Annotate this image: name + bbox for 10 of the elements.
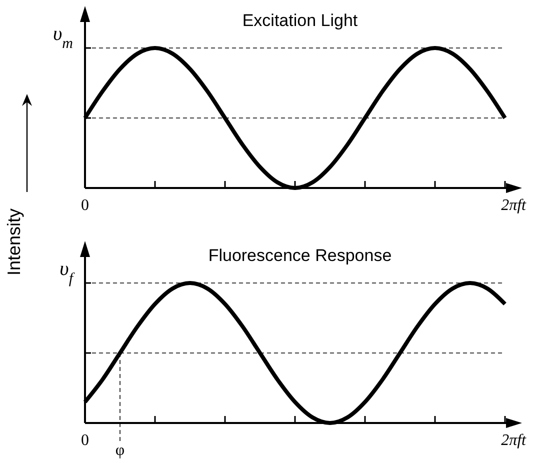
chart-title: Fluorescence Response xyxy=(208,246,392,265)
ref-line-label: υ$_{f}$ xyxy=(60,258,75,287)
x-axis-title: 2πft xyxy=(501,432,527,449)
x-axis-title: 2πft xyxy=(501,197,527,214)
text: 0 xyxy=(81,432,89,449)
annotation: φ xyxy=(115,442,125,459)
ref-line-label: υ$_{m}$ xyxy=(52,23,74,52)
y-axis-title: Intensity xyxy=(4,208,24,276)
chart-title: Excitation Light xyxy=(242,11,358,30)
text: 0 xyxy=(81,197,89,214)
